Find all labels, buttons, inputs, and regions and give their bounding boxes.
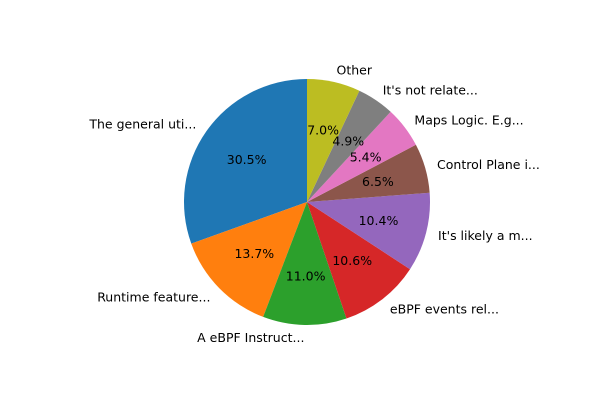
slice-percent-label: 10.4% <box>359 213 399 228</box>
pie-slice <box>307 90 391 202</box>
slice-category-label: Other <box>337 62 373 77</box>
slice-percent-label: 7.0% <box>307 122 339 137</box>
slice-category-label: Maps Logic. E.g... <box>414 112 523 127</box>
pie-slices <box>184 79 431 325</box>
slice-percent-label: 5.4% <box>350 150 382 165</box>
pie-slice <box>307 79 360 202</box>
pie-labels: 30.5% The general uti... 13.7% Runtime feat… <box>88 62 539 344</box>
pie-slice <box>184 79 307 244</box>
slice-percent-label: 4.9% <box>332 133 364 148</box>
slice-category-label: Control Plane i... <box>437 157 540 172</box>
pie-slice <box>191 202 307 317</box>
pie-slice <box>307 111 416 202</box>
pie-slice <box>307 192 431 270</box>
pie-slice <box>307 202 411 319</box>
slice-category-label: eBPF events rel... <box>390 301 499 316</box>
slice-percent-label: 6.5% <box>362 174 394 189</box>
pie-slice <box>307 144 430 202</box>
slice-category-label: It's likely a m... <box>438 228 533 243</box>
slice-percent-label: 30.5% <box>227 152 267 167</box>
slice-category-label: It's not relate... <box>383 82 478 97</box>
slice-category-label: A eBPF Instruct... <box>197 330 304 345</box>
slice-percent-label: 13.7% <box>234 246 274 261</box>
pie-slice <box>263 202 347 325</box>
slice-percent-label: 10.6% <box>332 253 372 268</box>
slice-percent-label: 11.0% <box>286 268 326 283</box>
slice-category-label: Runtime feature... <box>97 289 210 304</box>
slice-category-label: The general uti... <box>88 117 196 132</box>
